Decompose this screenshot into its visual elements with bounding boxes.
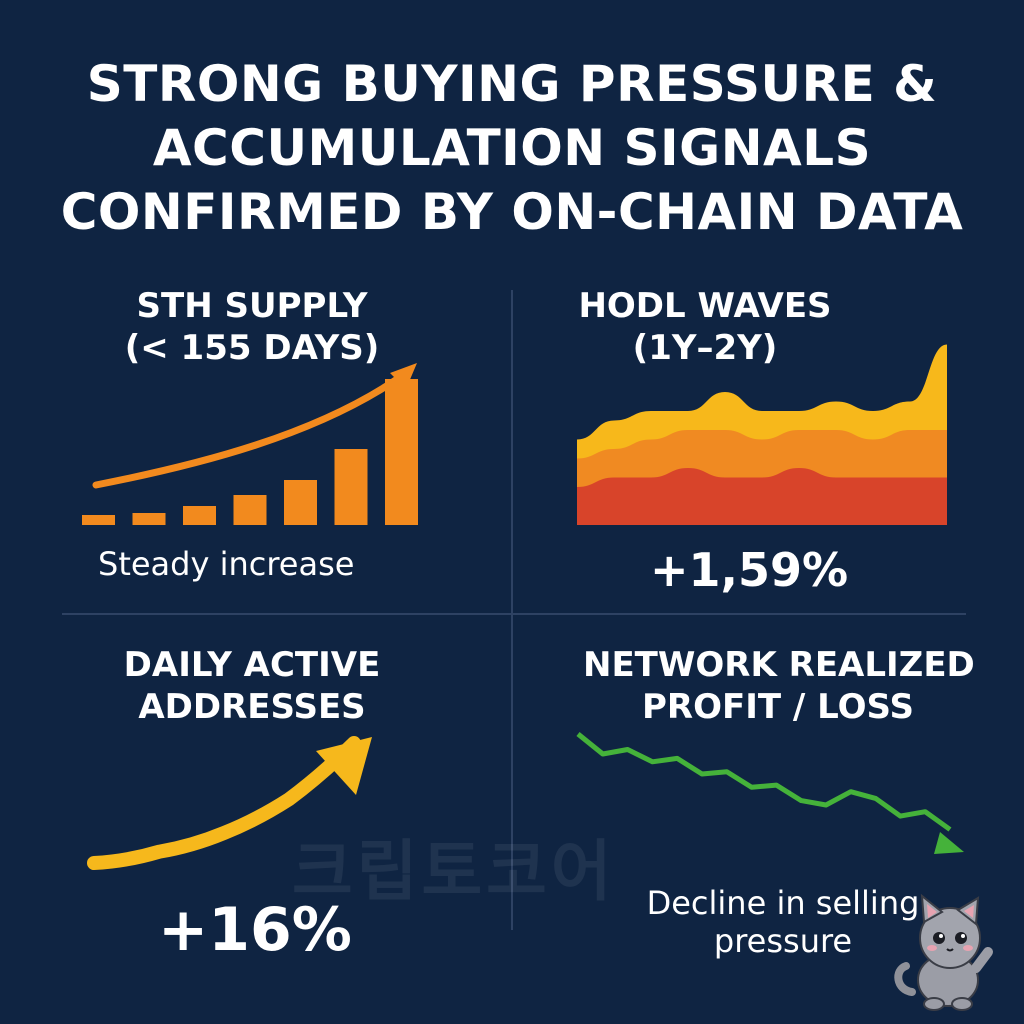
trend-arrow <box>92 371 407 489</box>
daa-title-line: DAILY ACTIVE <box>123 645 381 685</box>
sth-bar <box>385 379 418 525</box>
nrpl-caption-line: pressure <box>713 922 853 960</box>
sth-supply-title: STH SUPPLY (< 155 DAYS) <box>62 285 442 369</box>
nrpl-title: NETWORK REALIZED PROFIT / LOSS <box>583 644 975 728</box>
hodl-waves-title: HODL WAVES (1Y–2Y) <box>540 285 870 369</box>
nrpl-series-line <box>576 732 952 832</box>
hodl-title-line: (1Y–2Y) <box>632 328 778 368</box>
sth-supply-bar-chart <box>82 363 418 525</box>
nrpl-title-line: PROFIT / LOSS <box>642 687 914 727</box>
daa-change-value: +16% <box>158 895 352 965</box>
sth-title-line: (< 155 DAYS) <box>124 328 380 368</box>
sth-title-line: STH SUPPLY <box>136 286 368 326</box>
trend-arrowhead <box>390 363 417 389</box>
hodl-title-line: HODL WAVES <box>578 286 832 326</box>
sth-bar <box>132 513 166 525</box>
nrpl-arrowhead <box>934 832 964 854</box>
daa-title-line: ADDRESSES <box>138 687 366 727</box>
sth-caption: Steady increase <box>98 545 355 583</box>
sth-bar <box>334 449 368 525</box>
daa-trend-line <box>87 736 361 870</box>
daa-arrowhead <box>316 737 372 795</box>
title-line: STRONG BUYING PRESSURE & <box>86 55 938 113</box>
page-title: STRONG BUYING PRESSURE & ACCUMULATION SI… <box>0 52 1024 244</box>
daily-active-arrow-chart <box>87 736 372 870</box>
sth-bar <box>82 515 115 525</box>
sth-bar <box>233 495 267 525</box>
sth-bar <box>284 480 317 525</box>
daily-active-title: DAILY ACTIVE ADDRESSES <box>62 644 442 728</box>
vertical-divider <box>511 290 513 930</box>
title-line: ACCUMULATION SIGNALS <box>152 119 872 177</box>
title-line: CONFIRMED BY ON-CHAIN DATA <box>60 183 964 241</box>
hodl-area-band <box>577 468 947 525</box>
nrpl-caption: Decline in selling pressure <box>628 884 938 960</box>
nrpl-title-line: NETWORK REALIZED <box>583 645 975 685</box>
hodl-waves-area-chart <box>577 344 947 525</box>
nrpl-caption-line: Decline in selling <box>646 884 920 922</box>
hodl-change-value: +1,59% <box>650 543 849 597</box>
watermark: 크립토코어 <box>292 833 616 910</box>
sth-bar <box>183 506 216 525</box>
cat-mascot-icon <box>894 893 993 1011</box>
horizontal-divider <box>62 613 966 615</box>
nrpl-line-chart <box>576 732 964 854</box>
